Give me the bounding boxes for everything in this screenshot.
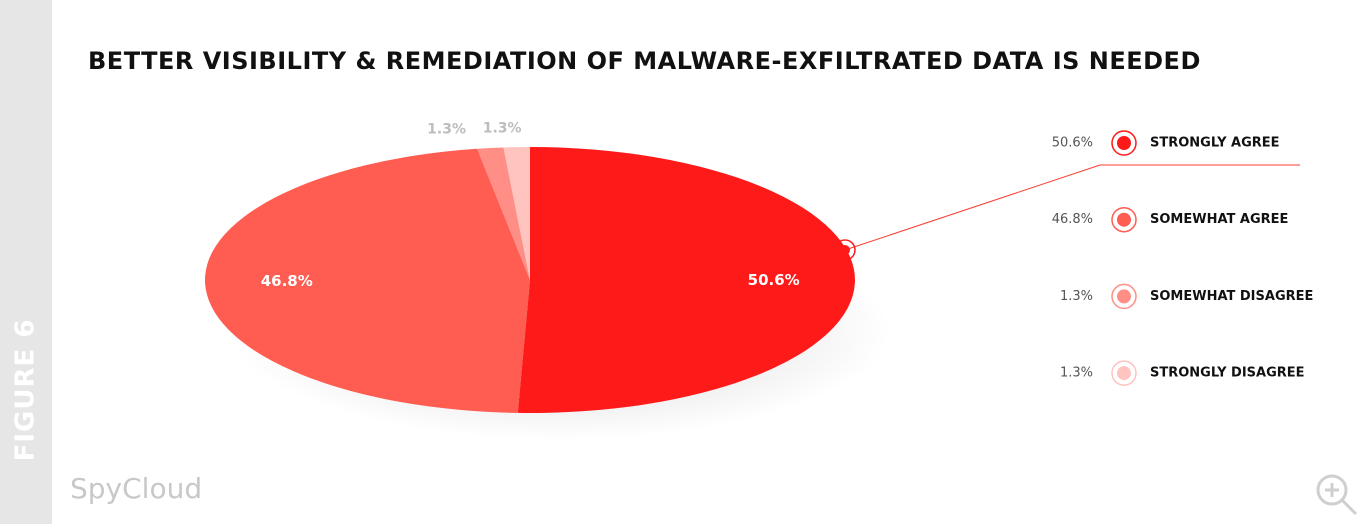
legend-value: 46.8% bbox=[1052, 212, 1093, 227]
legend: 50.6% STRONGLY AGREE 46.8% SOMEWHAT AGREE 1.… bbox=[1052, 130, 1313, 386]
legend-value: 50.6% bbox=[1052, 136, 1093, 151]
legend-ring bbox=[1111, 360, 1137, 386]
data-label: 46.8% bbox=[261, 272, 313, 290]
legend-label: STRONGLY DISAGREE bbox=[1150, 366, 1305, 381]
legend-ring bbox=[1111, 283, 1137, 310]
legend-swatch bbox=[1117, 212, 1131, 227]
legend-label: SOMEWHAT AGREE bbox=[1150, 212, 1288, 227]
leader-line bbox=[844, 164, 1300, 251]
legend-value: 1.3% bbox=[1060, 366, 1093, 381]
figure-label: FIGURE 6 bbox=[11, 319, 41, 462]
chart-title: BETTER VISIBILITY & REMEDIATION OF MALWA… bbox=[88, 47, 1201, 75]
legend-value: 1.3% bbox=[1060, 289, 1093, 304]
legend-swatch bbox=[1117, 289, 1131, 304]
zoom-icon[interactable] bbox=[1316, 474, 1358, 516]
sidebar bbox=[0, 0, 52, 524]
leader-marker bbox=[840, 245, 850, 255]
legend-ring bbox=[1111, 206, 1137, 233]
legend-ring bbox=[1111, 130, 1137, 156]
legend-label: STRONGLY AGREE bbox=[1150, 136, 1280, 151]
data-label: 1.3% bbox=[427, 122, 466, 138]
legend-swatch bbox=[1117, 136, 1131, 150]
pie-slice bbox=[517, 147, 856, 414]
leader-marker-ring bbox=[834, 239, 856, 261]
legend-swatch bbox=[1117, 366, 1131, 381]
pie-slice bbox=[477, 147, 530, 280]
data-label: 50.6% bbox=[748, 271, 800, 289]
pie-slice bbox=[503, 147, 530, 280]
pie: 50.6% 46.8% 1.3% 1.3% bbox=[205, 121, 856, 414]
legend-label: SOMEWHAT DISAGREE bbox=[1150, 289, 1313, 304]
brand-logo: SpyCloud bbox=[70, 472, 202, 505]
data-label: 1.3% bbox=[483, 121, 522, 137]
pie-slice bbox=[205, 148, 530, 413]
